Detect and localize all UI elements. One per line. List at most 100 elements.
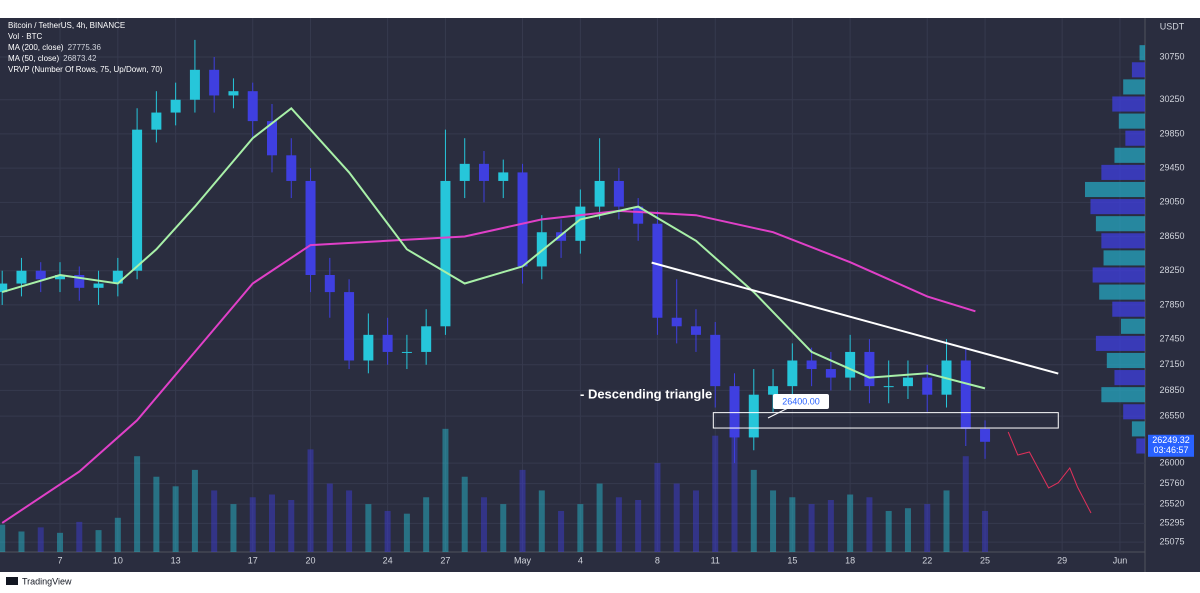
vrvp-row xyxy=(1112,96,1145,112)
vrvp-row xyxy=(1118,113,1145,129)
volume-bar xyxy=(982,510,989,552)
volume-bar xyxy=(249,497,256,552)
x-tick-label: 18 xyxy=(845,555,855,565)
candle-body xyxy=(35,270,46,280)
volume-bar xyxy=(288,500,295,552)
volume-bar xyxy=(95,530,102,552)
x-tick-label: 22 xyxy=(922,555,932,565)
volume-bar xyxy=(423,497,430,552)
candle-body xyxy=(324,274,335,293)
annotation: - Descending triangle xyxy=(580,386,712,401)
x-tick-label: 4 xyxy=(578,555,583,565)
y-tick-label: 30250 xyxy=(1159,94,1184,104)
x-tick-label: 20 xyxy=(306,555,316,565)
volume-bar xyxy=(731,422,738,552)
y-tick-label: 25520 xyxy=(1159,498,1184,508)
y-tick-label: 28250 xyxy=(1159,265,1184,275)
candle-body xyxy=(132,129,143,271)
vrvp-row xyxy=(1106,352,1145,369)
axis-unit: USDT xyxy=(1160,21,1185,31)
volume-bar xyxy=(712,435,719,552)
vrvp-row xyxy=(1101,164,1145,180)
candle-body xyxy=(112,270,123,284)
volume-bar xyxy=(384,510,391,552)
volume-bar xyxy=(346,490,353,552)
candle-body xyxy=(459,163,470,181)
vrvp-row xyxy=(1101,233,1145,249)
x-tick-label: 24 xyxy=(383,555,393,565)
volume-bar xyxy=(808,504,815,552)
x-tick-label: 27 xyxy=(440,555,450,565)
labels: 7 10 13 17 20 24 27 May 4 8 11 15 18 22 25 29 Jun 30750 30… xyxy=(8,21,1194,565)
vrvp-row xyxy=(1095,216,1145,232)
volume-bar xyxy=(500,504,507,552)
y-tick-label: 29050 xyxy=(1159,197,1184,207)
candle-body xyxy=(960,360,971,429)
candle-body xyxy=(671,317,682,327)
candle-body xyxy=(613,180,624,207)
candle-body xyxy=(594,180,605,207)
vrvp xyxy=(1085,45,1145,454)
vrvp-row xyxy=(1139,45,1145,61)
y-tick-label: 29450 xyxy=(1159,163,1184,173)
y-tick-label: 27150 xyxy=(1159,359,1184,369)
volume-bar xyxy=(480,497,487,552)
volume-bar xyxy=(0,524,6,552)
brand: TradingView xyxy=(22,576,72,586)
vrvp-row xyxy=(1103,250,1145,266)
vrvp-row xyxy=(1121,318,1145,334)
x-tick-label: 29 xyxy=(1057,555,1067,565)
title: Bitcoin / TetherUS, 4h, BINANCE xyxy=(8,21,125,30)
candle-body xyxy=(922,377,933,395)
x-tick-label: 11 xyxy=(711,555,720,565)
time-axis xyxy=(0,552,1145,572)
candle-body xyxy=(305,180,316,275)
candle-body xyxy=(690,326,701,335)
vrvp-row xyxy=(1123,79,1145,95)
candle-body xyxy=(536,232,547,267)
vrvp-row xyxy=(1092,267,1145,283)
volume-bar xyxy=(615,497,622,552)
callout-label: 26400.00 xyxy=(782,396,820,406)
x-tick-label: 8 xyxy=(655,555,660,565)
x-tick-label: 7 xyxy=(58,555,63,565)
indicator-value: 27775.36 xyxy=(68,43,102,52)
candle-body xyxy=(498,172,509,181)
volume-bar xyxy=(76,521,83,552)
volume-bar xyxy=(847,494,854,552)
volume-bar xyxy=(57,532,64,552)
x-tick-label: 13 xyxy=(171,555,181,565)
volume-bar xyxy=(538,490,545,552)
candle-body xyxy=(729,386,740,438)
candle-body xyxy=(652,223,663,318)
candle-body xyxy=(209,69,220,96)
indicator-name: MA (200, close) xyxy=(8,43,64,52)
volume-bar xyxy=(789,497,796,552)
vrvp-row xyxy=(1125,130,1145,146)
candle-body xyxy=(363,334,374,361)
volume-bar xyxy=(230,504,237,552)
vrvp-row xyxy=(1114,370,1145,386)
candle-body xyxy=(151,112,162,130)
y-tick-label: 27850 xyxy=(1159,299,1184,309)
volume-bar xyxy=(673,483,680,552)
volume-bar xyxy=(326,483,333,552)
indicator-name: VRVP (Number Of Rows, 75, Up/Down, 70) xyxy=(8,65,163,74)
x-tick-label: 25 xyxy=(980,555,990,565)
callout-box xyxy=(773,394,829,409)
volume-bar xyxy=(943,490,950,552)
candle-body xyxy=(710,334,721,387)
volume-bar xyxy=(635,500,642,552)
series-line xyxy=(1,209,976,524)
volume-bar xyxy=(904,508,911,552)
x-tick-label: 15 xyxy=(787,555,797,565)
vrvp-row xyxy=(1095,335,1145,351)
candle-body xyxy=(401,351,412,353)
countdown: 03:46:57 xyxy=(1153,445,1188,455)
vrvp-row xyxy=(1131,62,1145,78)
vrvp-row xyxy=(1123,404,1145,420)
vrvp-row xyxy=(1112,301,1145,317)
candle-body xyxy=(16,270,27,284)
candle-body xyxy=(286,155,297,181)
